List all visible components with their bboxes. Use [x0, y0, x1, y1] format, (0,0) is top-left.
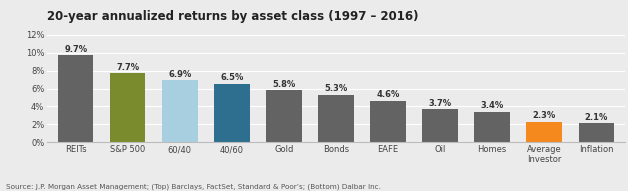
Bar — [318, 95, 354, 142]
Text: Source: J.P. Morgan Asset Management; (Top) Barclays, FactSet, Standard & Poor’s: Source: J.P. Morgan Asset Management; (T… — [6, 184, 381, 190]
Text: 9.7%: 9.7% — [64, 45, 87, 54]
Bar — [578, 123, 614, 142]
Bar — [162, 80, 198, 142]
Bar — [423, 109, 458, 142]
Text: 3.4%: 3.4% — [480, 101, 504, 110]
Bar — [110, 73, 146, 142]
Text: 6.9%: 6.9% — [168, 70, 192, 79]
Bar — [58, 55, 94, 142]
Text: 4.6%: 4.6% — [376, 91, 399, 100]
Text: 20-year annualized returns by asset class (1997 – 2016): 20-year annualized returns by asset clas… — [47, 10, 419, 23]
Text: 5.3%: 5.3% — [324, 84, 348, 93]
Text: 5.8%: 5.8% — [273, 80, 296, 89]
Bar — [214, 84, 249, 142]
Bar — [474, 112, 510, 142]
Text: 7.7%: 7.7% — [116, 63, 139, 72]
Text: 2.1%: 2.1% — [585, 113, 608, 122]
Bar — [266, 90, 301, 142]
Text: 6.5%: 6.5% — [220, 73, 244, 83]
Bar — [371, 101, 406, 142]
Bar — [526, 122, 562, 142]
Text: 3.7%: 3.7% — [428, 99, 452, 108]
Text: 2.3%: 2.3% — [533, 111, 556, 120]
